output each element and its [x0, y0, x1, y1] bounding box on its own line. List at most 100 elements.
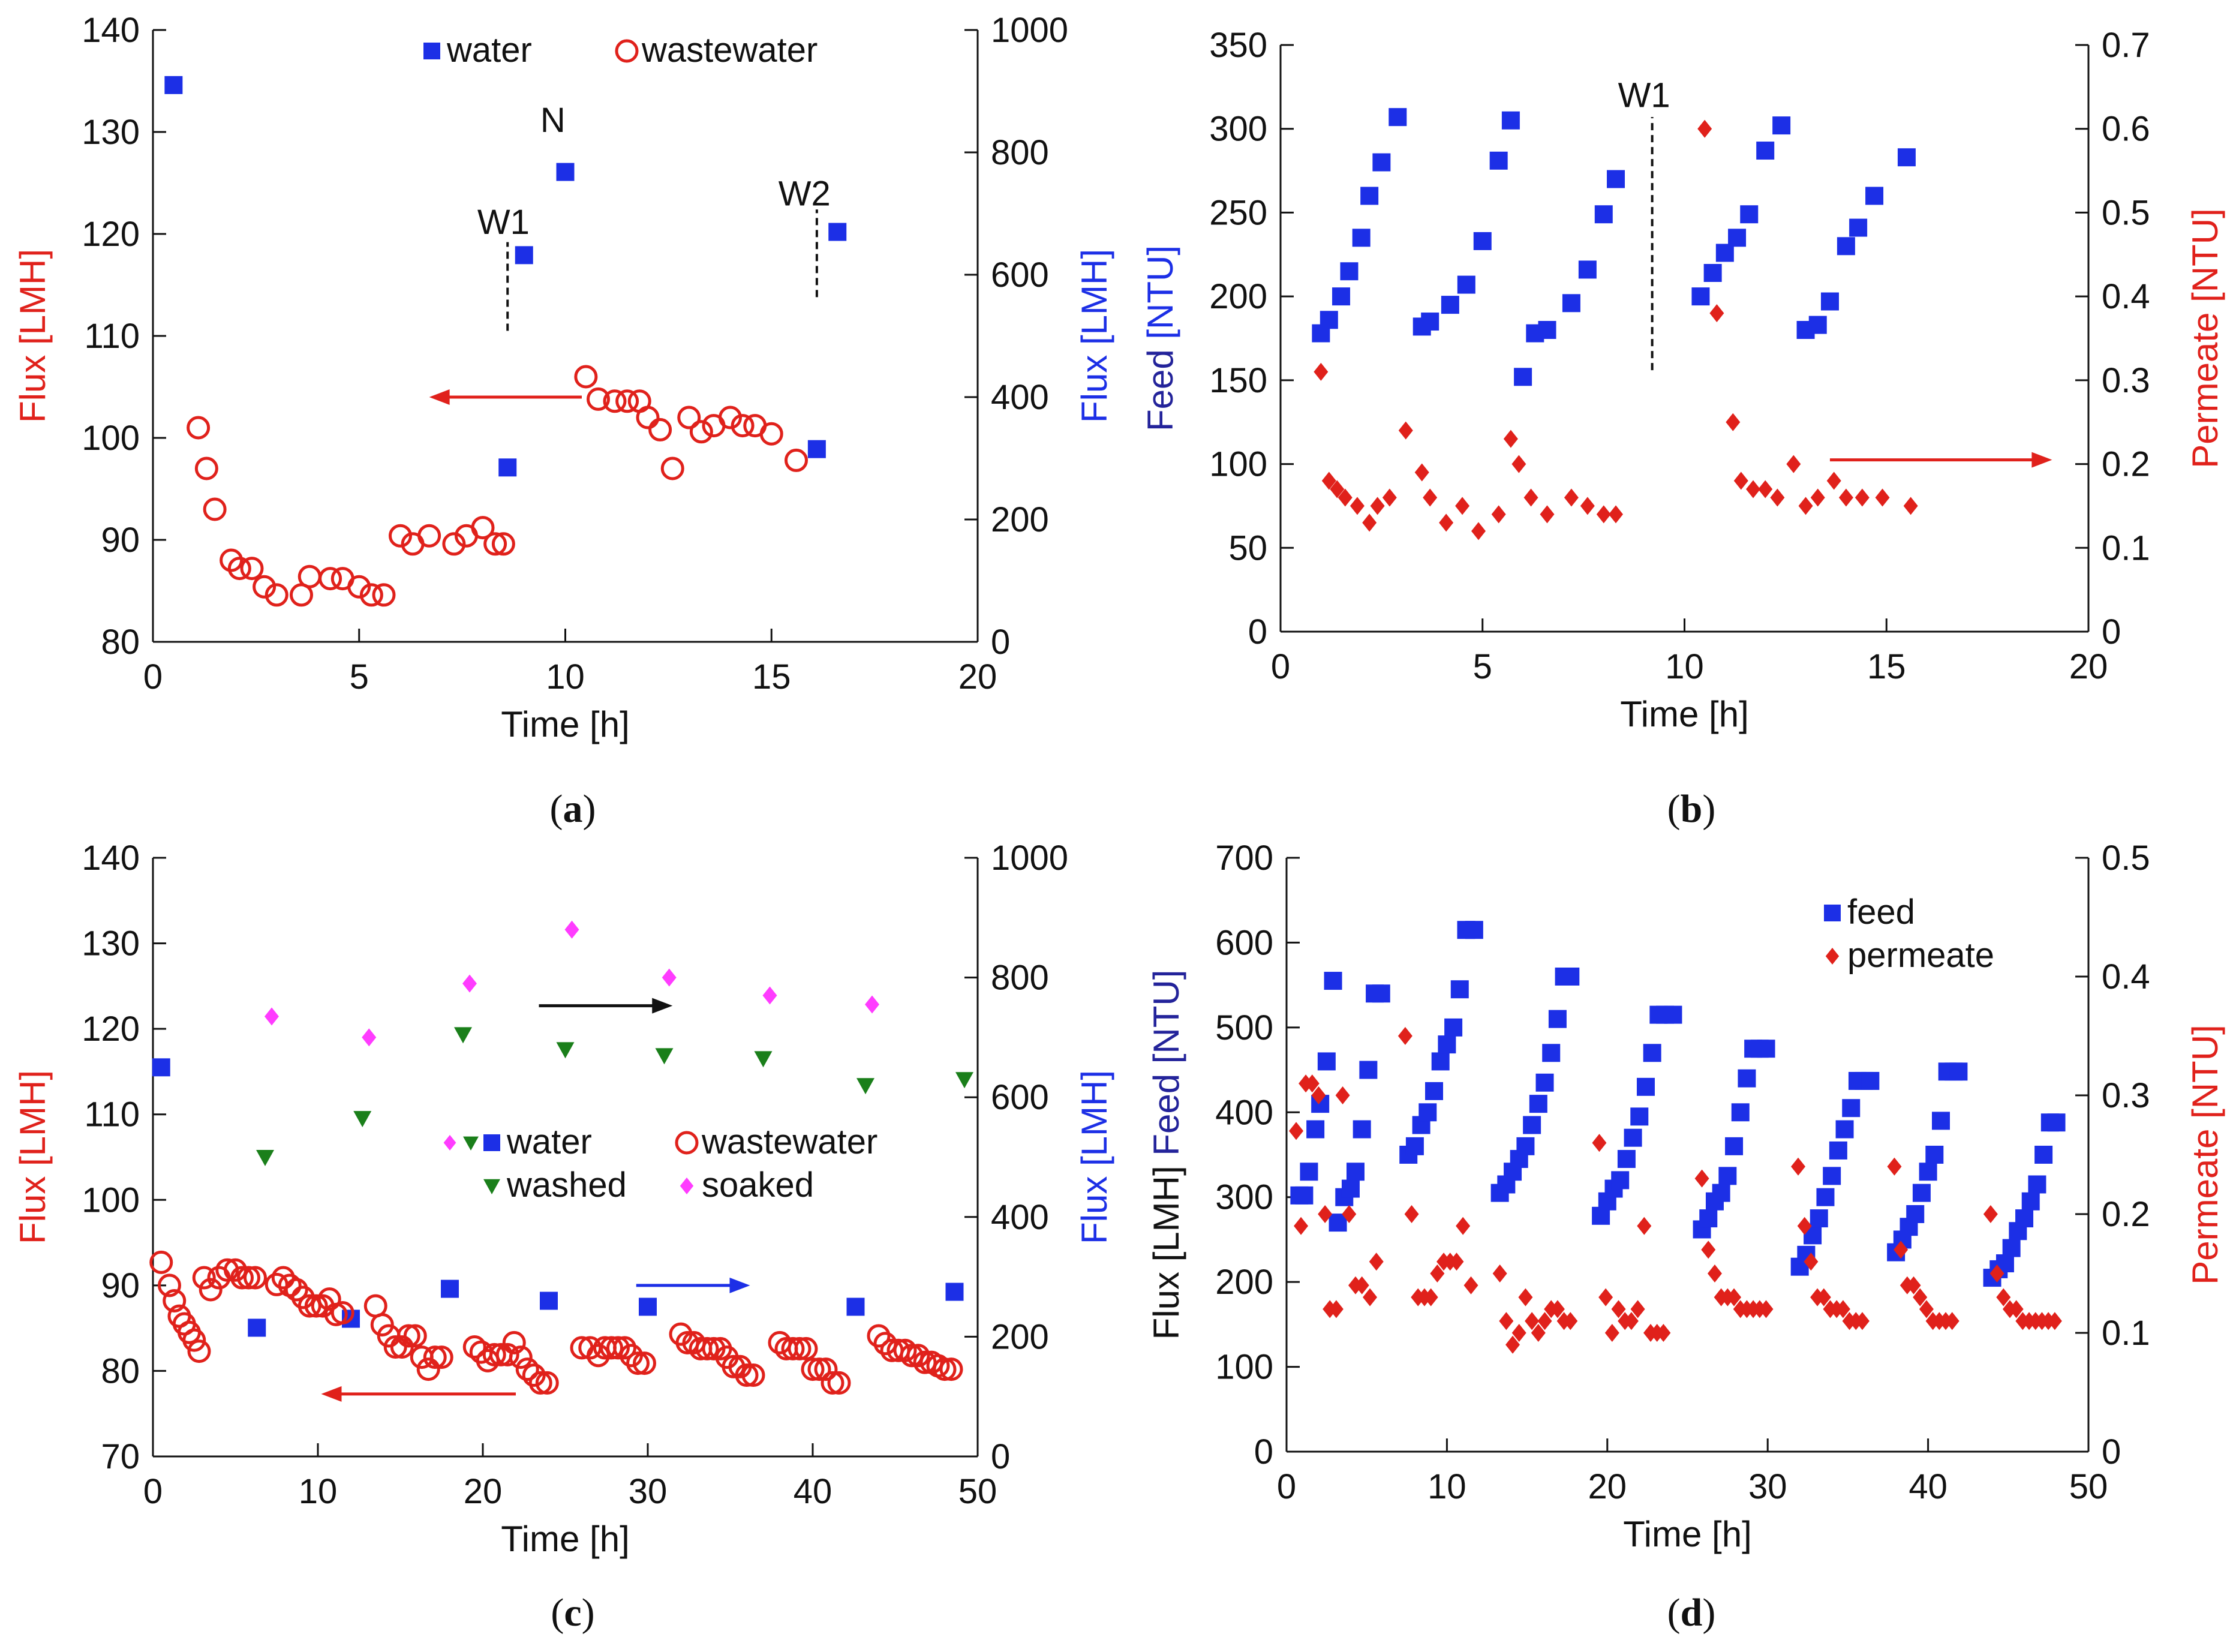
- data-point-wastewater: [416, 1357, 440, 1381]
- data-point-permeate: [1609, 505, 1624, 524]
- data-point-wastewater: [528, 1371, 552, 1395]
- data-point-water: [498, 458, 517, 477]
- data-point-permeate: [1838, 488, 1853, 507]
- data-point-feed: [1332, 287, 1351, 306]
- data-point-permeate: [1525, 1312, 1540, 1330]
- data-point-water: [152, 1058, 170, 1077]
- data-point-feed: [1757, 1040, 1775, 1058]
- data-point-wastewater: [495, 1342, 519, 1366]
- data-point-permeate: [1321, 471, 1336, 490]
- panel-label: (c): [551, 1591, 594, 1635]
- y-right-tick-label: 0.3: [2102, 1076, 2150, 1115]
- data-point-soaked: [265, 1007, 279, 1026]
- data-point-wastewater: [187, 416, 211, 440]
- data-point-permeate: [1798, 497, 1813, 515]
- data-point-soaked: [564, 920, 579, 939]
- legend-label: feed: [1847, 893, 1915, 932]
- data-point-permeate: [1398, 421, 1413, 440]
- data-point-permeate: [1540, 505, 1555, 524]
- data-point-permeate: [1471, 522, 1486, 540]
- data-point-permeate: [1523, 488, 1538, 507]
- data-point-feed: [1906, 1205, 1925, 1223]
- legend-marker-wastewater: [615, 39, 639, 63]
- data-point-soaked: [462, 974, 477, 993]
- data-point-feed: [1842, 1099, 1861, 1118]
- data-point-feed: [1359, 1061, 1378, 1079]
- y-axis-left-label: Flux [LMH]: [13, 249, 53, 423]
- data-point-washed: [256, 1150, 274, 1166]
- data-point-feed: [1636, 1077, 1655, 1096]
- x-tick-label: 20: [958, 657, 997, 696]
- data-point-wastewater: [271, 1266, 295, 1290]
- panel-label: (a): [550, 787, 596, 831]
- data-point-wastewater: [807, 1357, 831, 1381]
- panel-label-letter: d: [1681, 1591, 1703, 1635]
- x-tick-label: 10: [299, 1472, 338, 1511]
- data-point-feed: [1837, 237, 1855, 256]
- data-point-feed: [2047, 1113, 2066, 1132]
- data-point-permeate: [1906, 1276, 1921, 1294]
- data-point-wastewater: [396, 1324, 420, 1348]
- data-point-wastewater: [615, 389, 639, 413]
- data-point-wastewater: [318, 567, 342, 591]
- data-point-permeate: [1709, 304, 1724, 323]
- data-point-feed: [1421, 313, 1439, 331]
- data-point-wastewater: [574, 365, 598, 389]
- x-tick-label: 15: [1867, 647, 1906, 686]
- legend-label: permeate: [1847, 936, 1994, 975]
- data-point-wastewater: [482, 1342, 506, 1366]
- panel-label-close: ): [1702, 787, 1715, 831]
- panel-label-open: (: [550, 787, 563, 831]
- legend-marker-soaked: [680, 1178, 694, 1194]
- y-right-tick-label: 200: [991, 500, 1049, 539]
- x-tick-label: 50: [958, 1472, 997, 1511]
- data-point-feed: [1703, 264, 1722, 283]
- y-left-tick-label: 140: [82, 839, 140, 878]
- data-point-wastewater: [429, 1345, 453, 1369]
- data-point-feed: [1912, 1184, 1931, 1202]
- data-point-wastewater: [220, 548, 244, 572]
- data-point-feed: [1523, 1116, 1541, 1134]
- data-point-permeate: [1919, 1300, 1934, 1318]
- data-point-permeate: [1701, 1240, 1716, 1259]
- data-point-permeate: [1423, 488, 1438, 507]
- data-point-feed: [1728, 229, 1747, 247]
- data-point-wastewater: [735, 1363, 759, 1387]
- data-point-feed: [1501, 111, 1520, 130]
- data-point-wastewater: [801, 1357, 825, 1381]
- series-permeate: [1289, 1027, 2062, 1354]
- data-point-wastewater: [442, 532, 466, 556]
- y-right-tick-label: 800: [991, 959, 1049, 998]
- data-point-water: [556, 163, 575, 181]
- y-right-tick-label: 0: [2102, 1432, 2121, 1471]
- data-point-feed: [1444, 1018, 1463, 1037]
- panel-a: 0 5 10 15 20 80 90 100 110 120 130 140 0 200 400 600 800…: [13, 11, 1114, 831]
- data-point-permeate: [1455, 497, 1470, 515]
- series-soaked: [265, 920, 879, 1047]
- data-point-wastewater: [695, 1336, 719, 1360]
- data-point-feed: [1341, 1179, 1360, 1198]
- panel-c: 0 10 20 30 40 50 70 80 90 100 110 120 130 140 0 200 400 6…: [13, 839, 1114, 1635]
- legend-marker-water: [423, 43, 440, 59]
- data-point-permeate: [1423, 1288, 1438, 1306]
- x-tick-label: 10: [1427, 1467, 1466, 1506]
- data-point-wastewater: [304, 1294, 328, 1318]
- data-point-permeate: [1903, 497, 1918, 515]
- data-point-feed: [1516, 1137, 1535, 1155]
- data-point-feed: [1535, 1073, 1554, 1092]
- data-point-wastewater: [509, 1345, 533, 1369]
- legend-marker-wastewater: [675, 1131, 699, 1155]
- data-point-feed: [1300, 1163, 1318, 1181]
- data-point-permeate: [1563, 1312, 1578, 1330]
- data-point-wastewater: [149, 1250, 173, 1274]
- data-point-permeate: [1518, 1288, 1533, 1306]
- data-point-wastewater: [317, 1287, 341, 1311]
- data-point-permeate: [1294, 1217, 1309, 1235]
- data-point-permeate: [1363, 1288, 1378, 1306]
- data-point-feed: [1405, 1137, 1424, 1155]
- data-point-feed: [1865, 187, 1884, 205]
- data-point-feed: [2002, 1239, 2021, 1257]
- y-left-tick-label: 110: [85, 317, 140, 356]
- data-point-feed: [1548, 1010, 1567, 1028]
- data-point-feed: [1372, 153, 1391, 172]
